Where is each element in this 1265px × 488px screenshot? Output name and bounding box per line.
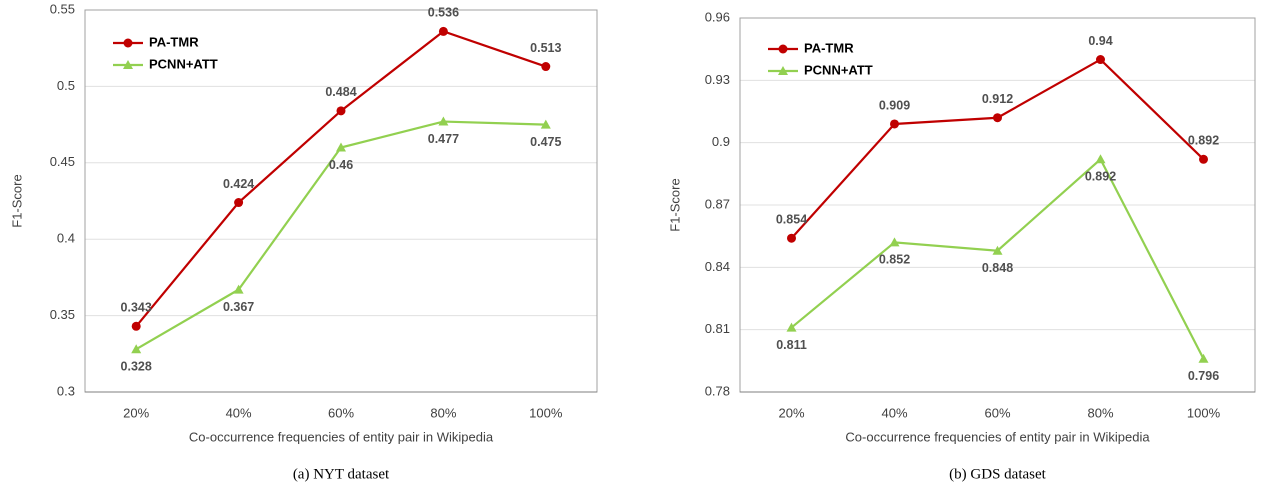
x-tick-label: 60% (984, 405, 1010, 420)
marker (786, 322, 797, 332)
data-label: 0.848 (982, 261, 1013, 275)
y-tick-label: 0.5 (57, 78, 75, 93)
marker (541, 62, 551, 72)
marker (123, 38, 133, 48)
y-tick-label: 0.45 (50, 154, 75, 169)
data-label: 0.811 (776, 338, 807, 352)
legend-label: PCNN+ATT (804, 62, 873, 77)
data-label: 0.343 (121, 301, 152, 315)
marker (778, 44, 788, 54)
data-label: 0.424 (223, 177, 254, 191)
data-label: 0.852 (879, 253, 910, 267)
data-label: 0.367 (223, 300, 254, 314)
marker (993, 113, 1002, 123)
legend-label: PA-TMR (149, 34, 199, 49)
data-label: 0.536 (428, 6, 459, 20)
legend-label: PA-TMR (804, 40, 854, 55)
line (790, 157, 1205, 360)
data-label: 0.94 (1088, 34, 1112, 48)
line (135, 30, 547, 327)
marker (1199, 154, 1208, 164)
marker (787, 233, 796, 243)
y-tick-label: 0.4 (57, 231, 75, 246)
marker (889, 237, 900, 247)
data-label: 0.513 (530, 41, 561, 55)
legend-label: PCNN+ATT (149, 56, 218, 71)
y-tick-label: 0.78 (705, 383, 730, 398)
x-axis-label: Co-occurrence frequencies of entity pair… (845, 429, 1150, 444)
x-tick-label: 40% (226, 405, 252, 420)
marker (438, 26, 448, 36)
y-tick-label: 0.81 (705, 321, 730, 336)
y-axis-label: F1-Score (667, 178, 682, 231)
y-tick-label: 0.93 (705, 72, 730, 87)
marker (890, 119, 899, 129)
data-label: 0.912 (982, 92, 1013, 106)
x-tick-label: 100% (1187, 405, 1221, 420)
marker (1096, 55, 1105, 65)
data-label: 0.477 (428, 132, 459, 146)
y-axis-label: F1-Score (9, 174, 24, 227)
data-label: 0.484 (325, 85, 356, 99)
y-tick-label: 0.35 (50, 307, 75, 322)
data-label: 0.892 (1188, 134, 1219, 148)
data-label: 0.46 (329, 158, 353, 172)
x-tick-label: 60% (328, 405, 354, 420)
line (790, 58, 1205, 239)
data-label: 0.328 (121, 360, 152, 374)
marker (540, 119, 551, 129)
data-label: 0.909 (879, 98, 910, 112)
x-tick-label: 40% (881, 405, 907, 420)
y-tick-label: 0.87 (705, 196, 730, 211)
x-tick-label: 100% (529, 405, 563, 420)
y-tick-label: 0.3 (57, 383, 75, 398)
x-tick-label: 80% (1087, 405, 1113, 420)
caption: (b) GDS dataset (949, 466, 1046, 482)
y-tick-label: 0.84 (705, 259, 730, 274)
marker (1198, 353, 1209, 363)
marker (778, 66, 788, 75)
marker (123, 60, 133, 69)
data-label: 0.475 (530, 135, 561, 149)
y-tick-label: 0.9 (712, 134, 730, 149)
y-tick-label: 0.55 (50, 1, 75, 16)
line (135, 120, 546, 351)
data-label: 0.892 (1085, 170, 1116, 184)
caption: (a) NYT dataset (293, 466, 390, 482)
data-label: 0.796 (1188, 369, 1219, 383)
marker (131, 344, 142, 354)
marker (234, 198, 244, 208)
marker (992, 245, 1003, 255)
marker (336, 106, 346, 116)
marker (336, 142, 346, 152)
x-tick-label: 20% (123, 405, 149, 420)
data-label: 0.854 (776, 213, 807, 227)
marker (131, 321, 141, 331)
marker (1095, 154, 1106, 164)
y-tick-label: 0.96 (705, 9, 730, 24)
marker (233, 284, 244, 294)
x-tick-label: 80% (430, 405, 456, 420)
x-axis-label: Co-occurrence frequencies of entity pair… (189, 429, 494, 444)
x-tick-label: 20% (778, 405, 804, 420)
marker (438, 116, 449, 126)
